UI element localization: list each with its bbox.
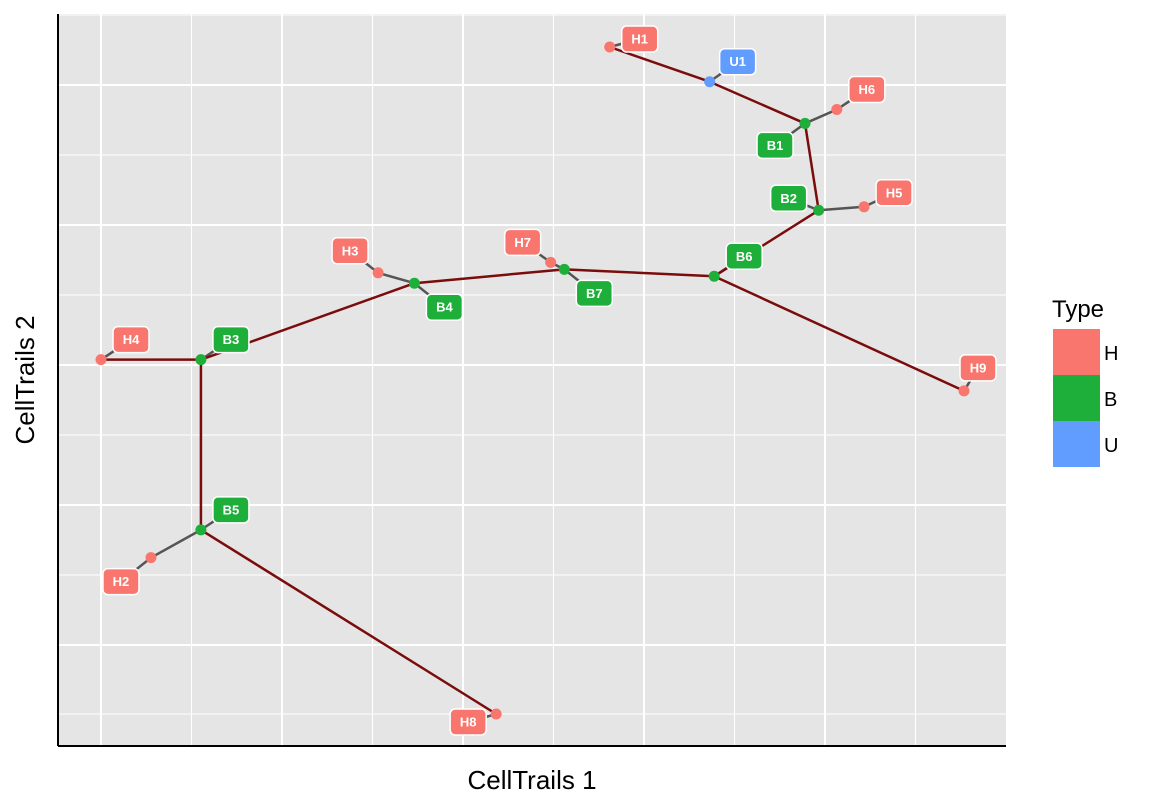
label-text-H6: H6: [859, 82, 876, 97]
label-box-H7: [503, 228, 542, 257]
point-B1: [799, 117, 811, 129]
point-B4: [408, 277, 420, 289]
edge-B5-H8: [200, 528, 497, 716]
label-B1: B1: [756, 131, 794, 160]
label-text-H5: H5: [886, 185, 903, 200]
label-box-U1: [718, 47, 757, 76]
legend-label-U: U: [1104, 435, 1118, 457]
trajectory-edges: [101, 45, 965, 716]
label-box-H8: [449, 708, 487, 736]
label-text-H2: H2: [113, 574, 130, 589]
y-axis-title: CellTrails 2: [10, 315, 40, 444]
edge-B6-B7: [564, 268, 715, 278]
legend-title: Type: [1052, 296, 1104, 323]
label-box-H4: [112, 325, 150, 354]
label-H4: H4: [112, 325, 150, 354]
label-box-B4: [425, 293, 464, 321]
label-text-H3: H3: [342, 243, 359, 258]
label-H5: H5: [875, 179, 913, 207]
point-H7: [545, 256, 557, 268]
label-box-B6: [725, 242, 763, 271]
label-U1: U1: [718, 47, 757, 76]
label-text-B7: B7: [586, 286, 603, 301]
legend-key-U: [1053, 421, 1100, 467]
legend-key-H: [1053, 329, 1100, 375]
link-B4-H3: [377, 271, 415, 285]
legend-items: H B U: [1053, 329, 1118, 467]
data-points: [95, 41, 970, 720]
label-B6: B6: [725, 242, 763, 271]
label-text-B5: B5: [223, 502, 240, 517]
point-B7: [558, 263, 570, 275]
label-H1: H1: [620, 25, 659, 53]
label-H9: H9: [959, 354, 997, 382]
label-text-B1: B1: [767, 138, 784, 153]
legend-label-B: B: [1104, 389, 1117, 411]
label-text-H8: H8: [460, 715, 477, 730]
label-text-B3: B3: [223, 332, 240, 347]
label-box-B5: [212, 496, 250, 524]
point-labels: H1 U1 H6 B1 H5 B2 B6 H7 B7 H3 B4 H4 B3 H9 B5 H2 H8: [102, 25, 997, 736]
x-axis-title: CellTrails 1: [467, 765, 596, 795]
label-B7: B7: [575, 279, 614, 308]
label-H3: H3: [331, 237, 369, 265]
label-text-B4: B4: [436, 300, 453, 315]
link-B1-H6: [804, 108, 838, 125]
point-H3: [372, 267, 384, 279]
point-B2: [813, 204, 825, 216]
label-box-H9: [959, 354, 997, 382]
label-text-H4: H4: [123, 332, 140, 347]
label-box-B3: [212, 325, 250, 354]
label-box-H3: [331, 237, 369, 265]
point-H5: [858, 201, 870, 213]
link-B5-H2: [150, 528, 202, 559]
edge-B7-B4: [414, 268, 565, 285]
label-box-B7: [575, 279, 614, 308]
label-text-H9: H9: [970, 360, 987, 375]
plot-panel: [58, 14, 1006, 746]
label-B2: B2: [769, 184, 808, 213]
point-H2: [145, 552, 157, 564]
label-B5: B5: [212, 496, 250, 524]
label-box-H5: [875, 179, 913, 207]
label-text-H7: H7: [514, 235, 531, 250]
label-H8: H8: [449, 708, 487, 736]
point-U1: [704, 76, 716, 88]
label-text-H1: H1: [631, 32, 648, 47]
edge-U1-B1: [709, 80, 806, 125]
label-text-B2: B2: [780, 191, 797, 206]
label-text-U1: U1: [729, 54, 746, 69]
edge-B1-B2: [803, 123, 820, 211]
point-H4: [95, 354, 107, 366]
label-box-H2: [102, 567, 140, 596]
link-B2-H5: [818, 205, 865, 212]
label-B3: B3: [212, 325, 250, 354]
edge-B6-H9: [713, 275, 965, 393]
axes: [57, 14, 1006, 747]
label-box-B2: [769, 184, 808, 213]
label-H2: H2: [102, 567, 140, 596]
legend-key-B: [1053, 375, 1100, 421]
grid-lines: [58, 14, 1006, 746]
edge-H1-U1: [609, 45, 711, 83]
label-H7: H7: [503, 228, 542, 257]
label-B4: B4: [425, 293, 464, 321]
point-B6: [708, 270, 720, 282]
label-box-H6: [848, 75, 886, 104]
label-box-H1: [620, 25, 659, 53]
point-H8: [490, 708, 502, 720]
legend: Type H B U: [1052, 296, 1118, 467]
point-B5: [195, 524, 207, 536]
legend-label-H: H: [1104, 343, 1118, 365]
point-H6: [831, 104, 843, 116]
label-box-B1: [756, 131, 794, 160]
point-H9: [958, 385, 970, 397]
point-H1: [604, 41, 616, 53]
label-text-B6: B6: [736, 249, 753, 264]
label-H6: H6: [848, 75, 886, 104]
point-B3: [195, 354, 207, 366]
